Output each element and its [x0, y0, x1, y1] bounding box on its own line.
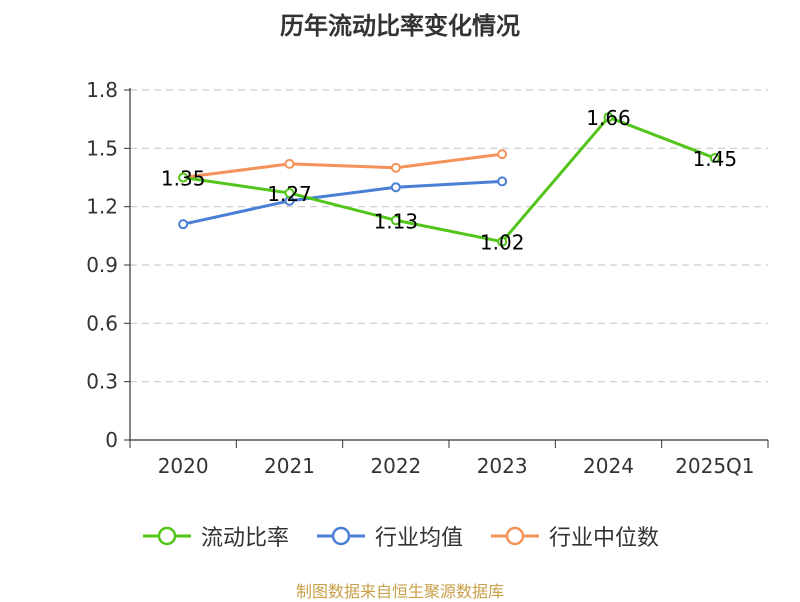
data-point [390, 182, 401, 193]
data-point [709, 153, 720, 164]
legend-swatch-icon [142, 526, 191, 546]
legend-item[interactable]: 行业中位数 [489, 520, 659, 552]
chart-title: 历年流动比率变化情况 [280, 12, 520, 40]
data-point [497, 236, 508, 247]
y-tick-label: 0.3 [86, 370, 118, 394]
y-tick-label: 1.8 [86, 78, 118, 102]
legend-label: 行业中位数 [549, 526, 660, 551]
series-lines [178, 112, 720, 247]
y-tick-label: 0 [105, 428, 118, 452]
data-label: 1.13 [374, 209, 419, 233]
y-tick-label: 0.9 [86, 253, 118, 277]
source-note: 制图数据来自恒生聚源数据库 [295, 582, 504, 601]
series-line-0 [182, 115, 716, 244]
data-point [284, 188, 295, 199]
legend-item[interactable]: 行业均值 [315, 520, 463, 552]
data-point [390, 215, 401, 226]
data-point [497, 176, 508, 187]
data-point [603, 112, 614, 123]
data-point [178, 172, 189, 183]
x-tick-label: 2025Q1 [675, 454, 754, 478]
x-tick-label: 2023 [477, 454, 528, 478]
series-line-1 [182, 179, 503, 226]
x-tick-label: 2022 [370, 454, 421, 478]
data-point [390, 162, 401, 173]
y-tick-label: 0.6 [86, 311, 118, 335]
y-tick-label: 1.5 [86, 136, 118, 160]
series-line-2 [182, 152, 503, 179]
legend-label: 流动比率 [200, 526, 289, 551]
data-label: 1.27 [267, 182, 312, 206]
data-label: 1.35 [161, 167, 206, 191]
legend-item[interactable]: 流动比率 [141, 520, 289, 552]
axes: 0 0.3 0.6 0.9 1.2 1.5 1.8 2020 2021 2022 2023 2024 2… [86, 78, 769, 478]
x-tick-label: 2020 [158, 454, 209, 478]
grid-lines [130, 89, 768, 383]
data-label: 1.66 [586, 106, 631, 130]
y-tick-label: 1.2 [86, 195, 118, 219]
data-label: 1.02 [480, 231, 525, 255]
data-point [497, 149, 508, 160]
data-point [284, 158, 295, 169]
data-label: 1.45 [693, 147, 738, 171]
legend-label: 行业均值 [374, 526, 463, 551]
data-labels: 1.35 1.27 1.13 1.02 1.66 1.45 [161, 106, 737, 254]
legend: 流动比率 行业均值 行业中位数 [0, 520, 800, 552]
legend-swatch-icon [316, 526, 365, 546]
legend-swatch-icon [491, 526, 539, 546]
x-tick-label: 2021 [264, 454, 315, 478]
data-point [178, 219, 189, 230]
x-tick-label: 2024 [583, 454, 634, 478]
